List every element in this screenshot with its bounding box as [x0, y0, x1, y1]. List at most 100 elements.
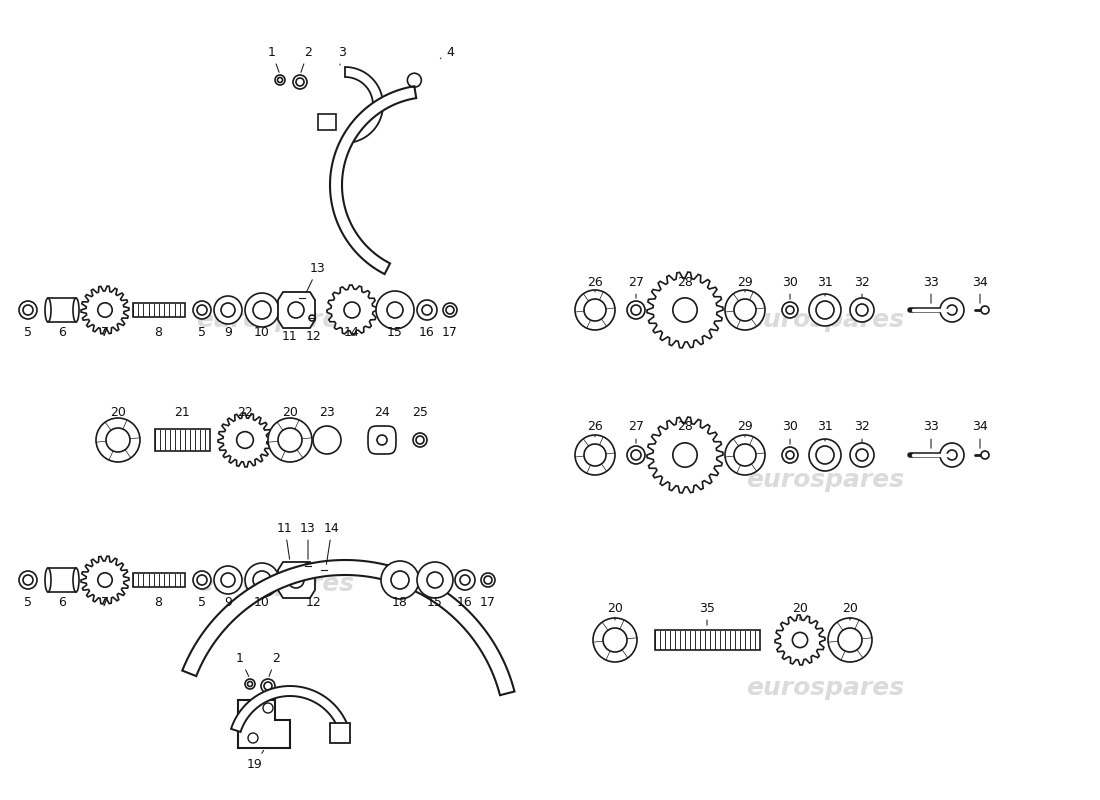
- Circle shape: [584, 299, 606, 321]
- Polygon shape: [81, 286, 129, 334]
- Circle shape: [253, 571, 271, 589]
- Circle shape: [575, 290, 615, 330]
- Text: 20: 20: [282, 406, 298, 418]
- Circle shape: [484, 576, 492, 584]
- Text: 31: 31: [817, 275, 833, 296]
- Text: 24: 24: [374, 406, 389, 418]
- Text: 20: 20: [792, 602, 807, 620]
- Text: 12: 12: [306, 595, 322, 609]
- Circle shape: [481, 573, 495, 587]
- Circle shape: [631, 450, 641, 460]
- Bar: [48, 298, 76, 322]
- Circle shape: [947, 305, 957, 315]
- Circle shape: [321, 567, 327, 573]
- Circle shape: [627, 301, 645, 319]
- Circle shape: [96, 418, 140, 462]
- Circle shape: [725, 290, 764, 330]
- Polygon shape: [238, 700, 290, 748]
- Circle shape: [417, 300, 437, 320]
- Circle shape: [460, 575, 470, 585]
- Text: 17: 17: [480, 595, 496, 609]
- Circle shape: [221, 303, 235, 317]
- Circle shape: [376, 291, 414, 329]
- Text: 10: 10: [254, 326, 270, 338]
- Circle shape: [293, 75, 307, 89]
- Bar: [654, 630, 760, 650]
- Circle shape: [19, 301, 37, 319]
- Text: 30: 30: [782, 421, 797, 444]
- Circle shape: [838, 628, 862, 652]
- Circle shape: [816, 301, 834, 319]
- Circle shape: [214, 296, 242, 324]
- Circle shape: [261, 679, 275, 693]
- Text: 32: 32: [854, 275, 870, 298]
- Circle shape: [106, 428, 130, 452]
- Circle shape: [412, 433, 427, 447]
- Text: 29: 29: [737, 421, 752, 437]
- Polygon shape: [330, 86, 416, 274]
- Text: 23: 23: [319, 406, 334, 418]
- Text: 16: 16: [458, 595, 473, 609]
- Text: 13: 13: [306, 262, 326, 293]
- Circle shape: [816, 446, 834, 464]
- Polygon shape: [278, 562, 315, 598]
- Circle shape: [947, 450, 957, 460]
- Text: 7: 7: [101, 326, 109, 338]
- Circle shape: [808, 294, 842, 326]
- Circle shape: [443, 303, 456, 317]
- Text: 19: 19: [248, 750, 264, 771]
- Bar: [133, 573, 185, 587]
- Polygon shape: [647, 417, 723, 493]
- Circle shape: [416, 436, 424, 444]
- Text: 28: 28: [678, 421, 693, 434]
- Text: 18: 18: [392, 595, 408, 609]
- Text: 26: 26: [587, 275, 603, 292]
- Circle shape: [19, 571, 37, 589]
- Text: 20: 20: [607, 602, 623, 620]
- Circle shape: [584, 444, 606, 466]
- Circle shape: [309, 315, 315, 321]
- Polygon shape: [647, 272, 723, 348]
- Bar: [318, 114, 336, 130]
- Text: 27: 27: [628, 421, 643, 443]
- Circle shape: [268, 418, 312, 462]
- Text: 31: 31: [817, 421, 833, 441]
- Text: 6: 6: [58, 326, 66, 338]
- Circle shape: [850, 443, 875, 467]
- Circle shape: [192, 301, 211, 319]
- Text: 1: 1: [236, 651, 249, 677]
- Text: 9: 9: [224, 326, 232, 338]
- Circle shape: [455, 570, 475, 590]
- Circle shape: [245, 679, 255, 689]
- Circle shape: [381, 561, 419, 599]
- Circle shape: [245, 293, 279, 327]
- Circle shape: [253, 301, 271, 319]
- Polygon shape: [327, 285, 377, 335]
- Circle shape: [940, 298, 964, 322]
- Circle shape: [828, 618, 872, 662]
- Bar: [155, 429, 210, 451]
- Text: 25: 25: [412, 406, 428, 418]
- Circle shape: [427, 572, 443, 588]
- Circle shape: [981, 306, 989, 314]
- Circle shape: [575, 435, 615, 475]
- Text: 5: 5: [198, 326, 206, 338]
- Circle shape: [248, 682, 253, 686]
- Text: 4: 4: [440, 46, 454, 58]
- Text: 3: 3: [338, 46, 345, 65]
- Text: 6: 6: [58, 595, 66, 609]
- Circle shape: [277, 78, 283, 82]
- Text: 13: 13: [300, 522, 316, 559]
- Circle shape: [627, 446, 645, 464]
- Text: 14: 14: [344, 326, 360, 338]
- Polygon shape: [368, 426, 396, 454]
- Circle shape: [275, 75, 285, 85]
- Circle shape: [603, 628, 627, 652]
- Circle shape: [390, 571, 409, 589]
- Polygon shape: [231, 686, 349, 732]
- Circle shape: [786, 451, 794, 459]
- Text: 5: 5: [24, 326, 32, 338]
- Circle shape: [387, 302, 403, 318]
- Text: eurospares: eurospares: [746, 308, 904, 332]
- Text: 8: 8: [154, 326, 162, 338]
